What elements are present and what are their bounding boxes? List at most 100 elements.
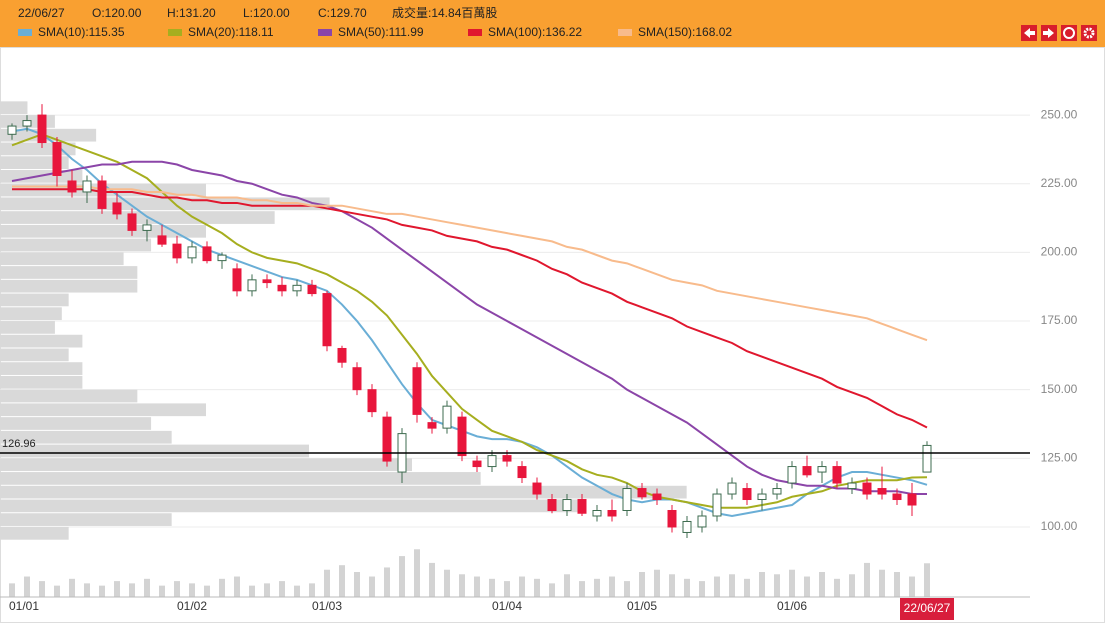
- volume-bar: [759, 572, 765, 597]
- settings-button[interactable]: [1081, 25, 1097, 41]
- volume-bar: [474, 576, 480, 597]
- current-date-box: [900, 598, 954, 620]
- candle-body: [622, 488, 632, 512]
- candle-body: [247, 279, 257, 292]
- candle-body: [532, 482, 542, 495]
- candle-body: [112, 202, 122, 215]
- header-info: 22/06/27: [18, 6, 65, 20]
- volume-bar: [324, 569, 330, 597]
- candle-body: [877, 488, 887, 495]
- header-info: O:120.00: [92, 6, 142, 20]
- volume-profile-bar: [0, 472, 481, 485]
- y-tick-label: 175.00: [1041, 313, 1078, 327]
- volume-bar: [684, 578, 690, 597]
- volume-bar: [414, 549, 420, 597]
- candle-body: [907, 493, 917, 506]
- volume-profile-bar: [0, 156, 69, 169]
- candle-body: [37, 114, 47, 144]
- volume-bar: [249, 585, 255, 597]
- volume-bar: [909, 576, 915, 597]
- volume-profile-bar: [0, 430, 172, 444]
- volume-bar: [714, 576, 720, 597]
- volume-bar: [804, 576, 810, 597]
- volume-bar: [354, 572, 360, 597]
- legend-swatch: [468, 29, 482, 36]
- candle-body: [547, 499, 557, 512]
- volume-profile-bar: [0, 417, 152, 430]
- candle-body: [847, 482, 857, 490]
- volume-profile-bar: [0, 252, 124, 266]
- volume-profile-bar: [0, 142, 76, 156]
- candle-body: [517, 466, 527, 479]
- volume-bar: [54, 585, 60, 597]
- legend-label: SMA(100):136.22: [488, 25, 582, 39]
- volume-profile-bar: [0, 279, 138, 293]
- volume-bar: [504, 581, 510, 597]
- candle-body: [7, 125, 17, 135]
- candle-body: [307, 284, 317, 295]
- volume-bar: [309, 583, 315, 597]
- volume-bar: [699, 581, 705, 597]
- volume-bar: [444, 569, 450, 597]
- volume-bar: [369, 576, 375, 597]
- volume-bar: [129, 583, 135, 597]
- volume-profile-bar: [0, 307, 62, 321]
- chart-frame: [0, 47, 1105, 623]
- y-tick-label: 225.00: [1041, 176, 1078, 190]
- candle-body: [742, 488, 752, 501]
- candle-body: [202, 246, 212, 262]
- candle-body: [802, 466, 812, 476]
- candle-body: [502, 455, 512, 462]
- candle-body: [367, 389, 377, 413]
- volume-bar: [594, 578, 600, 597]
- candle-body: [382, 416, 392, 462]
- sma-line: [11, 127, 928, 518]
- legend-swatch: [618, 29, 632, 36]
- volume-profile-bar: [0, 101, 28, 115]
- candle-body: [727, 482, 737, 495]
- sma-line: [11, 133, 928, 509]
- volume-bar: [429, 562, 435, 597]
- next-button[interactable]: [1041, 25, 1057, 41]
- legend-swatch: [318, 29, 332, 36]
- candle-body: [82, 180, 92, 193]
- volume-bar: [189, 583, 195, 597]
- volume-bar: [159, 585, 165, 597]
- x-tick-label: 01/04: [492, 599, 522, 613]
- sma-line: [12, 185, 928, 342]
- candle-body: [172, 243, 182, 259]
- volume-profile-bar: [0, 513, 172, 526]
- volume-profile-bar: [0, 389, 138, 403]
- volume-bar: [789, 569, 795, 597]
- legend-label: SMA(50):111.99: [338, 25, 424, 39]
- volume-profile-bar: [0, 348, 69, 362]
- volume-bar: [744, 578, 750, 597]
- volume-bar: [9, 583, 15, 597]
- volume-bar: [234, 576, 240, 597]
- y-tick-label: 250.00: [1041, 107, 1078, 121]
- prev-button[interactable]: [1021, 25, 1037, 41]
- legend-swatch: [18, 29, 32, 36]
- volume-bar: [204, 585, 210, 597]
- volume-bar: [84, 583, 90, 597]
- candle-body: [817, 466, 827, 473]
- volume-bar: [819, 572, 825, 597]
- volume-bar: [384, 567, 390, 597]
- volume-bar: [729, 574, 735, 597]
- volume-bar: [459, 574, 465, 597]
- header-info: 成交量:14.84百萬股: [392, 5, 497, 20]
- volume-bar: [774, 574, 780, 597]
- candle-body: [892, 493, 902, 501]
- candle-body: [337, 347, 347, 363]
- volume-bar: [339, 565, 345, 597]
- sma-line: [11, 160, 928, 496]
- volume-bar: [609, 576, 615, 597]
- candle-body: [712, 493, 722, 517]
- candle-body: [667, 510, 677, 528]
- volume-profile-bar: [0, 224, 206, 238]
- candle-body: [292, 284, 302, 292]
- volume-profile-bar: [0, 362, 83, 375]
- refresh-button[interactable]: [1061, 25, 1077, 41]
- candle-body: [472, 460, 482, 468]
- volume-bar: [849, 574, 855, 597]
